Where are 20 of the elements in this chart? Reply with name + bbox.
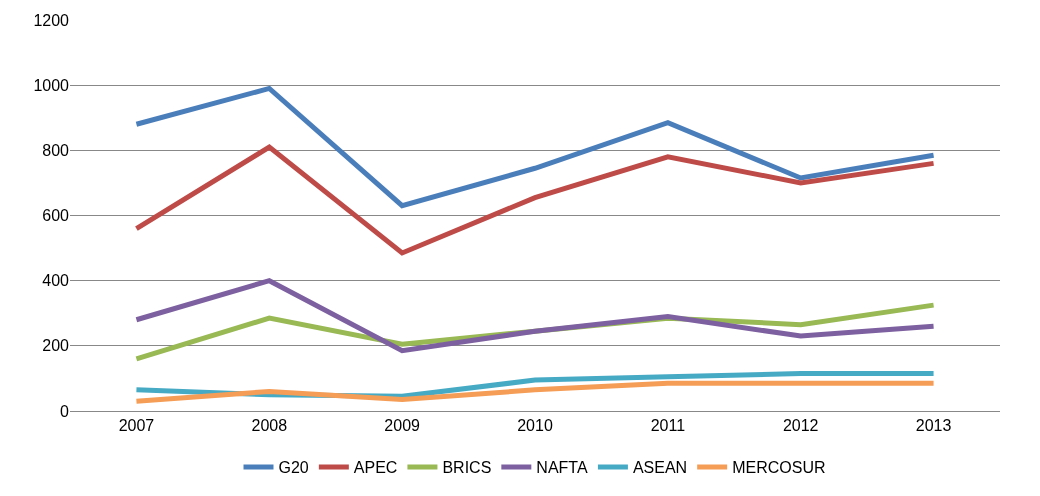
y-tick-label: 1000 [33,76,70,94]
legend-label: G20 [278,459,309,477]
x-tick-label: 2008 [251,417,288,435]
x-tick-label: 2013 [915,417,952,435]
y-tick-label: 1200 [33,11,70,29]
y-tick-label: 800 [42,141,70,159]
x-tick-label: 2009 [384,417,421,435]
legend-label: APEC [353,459,398,477]
y-tick-label: 400 [42,272,70,290]
x-tick-label: 2012 [782,417,819,435]
legend-label: MERCOSUR [732,459,826,477]
x-tick-label: 2011 [650,417,686,435]
legend-label: BRICS [442,459,492,477]
x-tick-label: 2010 [517,417,553,435]
y-tick-label: 0 [60,402,70,420]
x-tick-label: 2007 [118,417,155,435]
legend-label: NAFTA [536,459,588,477]
y-tick-label: 600 [42,207,70,225]
legend-label: ASEAN [632,459,688,477]
y-tick-label: 200 [42,337,70,355]
